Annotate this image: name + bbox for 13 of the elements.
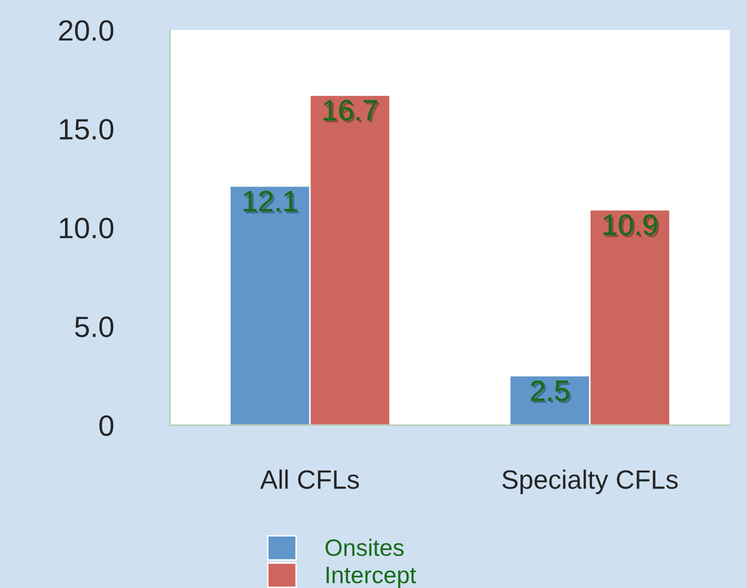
y-tick-label: 0 xyxy=(99,415,114,436)
y-tick-label: 10.0 xyxy=(60,218,114,238)
data-label: 10.9 xyxy=(604,214,659,238)
legend-label: Onsites xyxy=(326,538,404,556)
y-tick-label: 20.0 xyxy=(59,20,114,41)
x-tick-label: All CFLs xyxy=(260,470,359,489)
y-tick-label: 15.0 xyxy=(60,118,114,140)
x-tick-label: Specialty CFLs xyxy=(502,470,678,494)
data-label: 16.7 xyxy=(324,100,379,123)
data-label: 12.1 xyxy=(244,190,299,214)
y-tick-label: 5.0 xyxy=(75,316,114,338)
legend-label: Intercept xyxy=(326,566,416,588)
data-label: 2.5 xyxy=(531,380,571,404)
